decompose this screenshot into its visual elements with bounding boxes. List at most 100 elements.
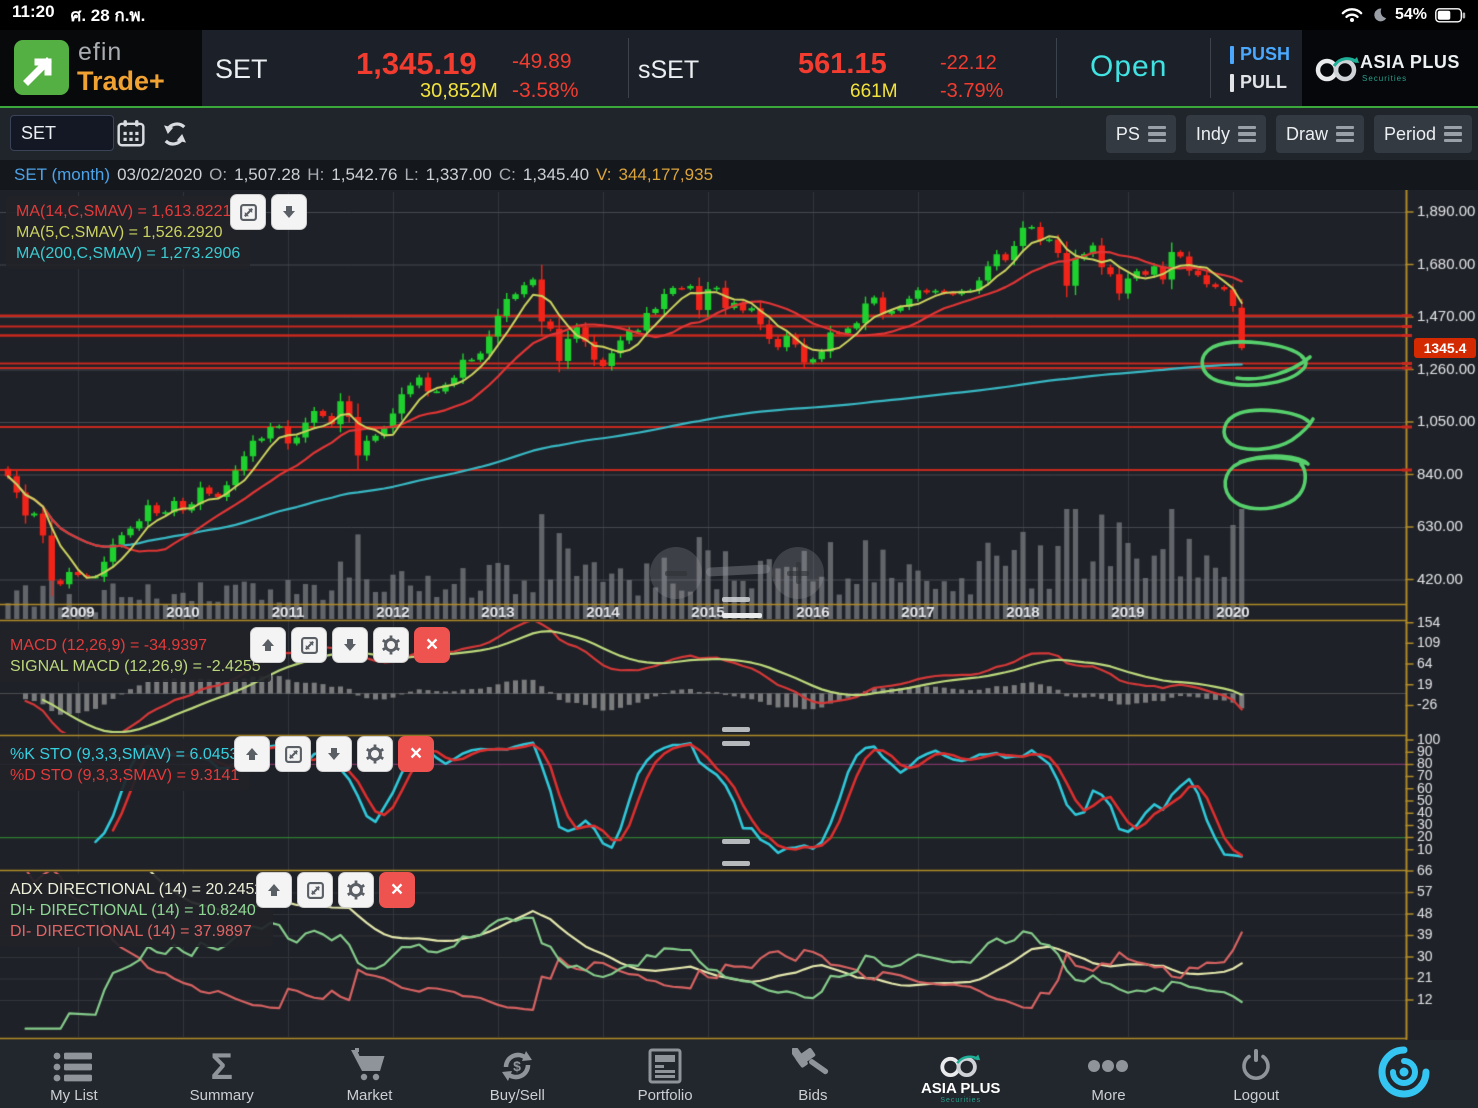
close-panel-button[interactable]: × [379, 872, 415, 908]
nav-logout[interactable]: Logout [1182, 1040, 1330, 1108]
move-panel-up-button[interactable] [256, 872, 292, 908]
nav-label: ASIA PLUS [920, 1080, 1001, 1097]
settings-button[interactable] [338, 872, 374, 908]
move-panel-down-button[interactable] [332, 627, 368, 663]
battery-percent: 54% [1394, 6, 1427, 23]
low-label: L: [404, 165, 419, 184]
adx-value-label: ADX DIRECTIONAL (14) = 20.2452 [10, 881, 264, 898]
di-minus-label: DI- DIRECTIONAL (14) = 37.9897 [10, 923, 252, 940]
settings-button[interactable] [357, 736, 393, 772]
indy-label: Indy [1195, 123, 1230, 144]
expand-panel-button[interactable] [291, 627, 327, 663]
panel-resize-handle[interactable] [722, 613, 762, 618]
expand-panel-button[interactable] [275, 736, 311, 772]
panel-resize-handle[interactable] [722, 861, 750, 866]
divider [628, 38, 629, 98]
zoom-in-button[interactable] [772, 547, 824, 599]
sto-d-label: %D STO (9,3,3,SMAV) = 9.3141 [10, 767, 240, 784]
panel-resize-handle[interactable] [722, 727, 750, 732]
efin-swirl-icon [1378, 1046, 1430, 1098]
nav-label: More [1091, 1087, 1126, 1104]
arrow-up-icon [268, 884, 280, 896]
period-menu-button[interactable]: Period [1373, 115, 1472, 153]
menu-icon [1444, 125, 1462, 143]
calendar-button[interactable] [112, 115, 150, 153]
arrow-up-icon [262, 639, 274, 651]
nav-sublabel: Securities [940, 1097, 982, 1104]
sigma-icon: Σ [210, 1046, 233, 1087]
close-value: 1,345.40 [522, 165, 590, 184]
nav-label: Market [346, 1087, 393, 1104]
nav-label: Bids [798, 1087, 828, 1104]
efin-arrow-icon [14, 40, 69, 95]
asia-plus-logo: ASIA PLUS Securities [1302, 30, 1478, 106]
pull-button[interactable]: PULL [1230, 72, 1287, 93]
expand-panel-button[interactable] [297, 872, 333, 908]
move-panel-down-button[interactable] [316, 736, 352, 772]
more-dots-icon [1088, 1060, 1129, 1072]
symbol-input[interactable]: SET [10, 115, 114, 151]
settings-button[interactable] [373, 627, 409, 663]
set-value: 30,852M [420, 80, 498, 102]
app-header: efin Trade+ SET 1,345.19 -49.89 30,852M … [0, 30, 1478, 106]
ps-menu-button[interactable]: PS [1105, 115, 1176, 153]
arrow-down-icon [283, 206, 295, 218]
push-label: PUSH [1240, 44, 1291, 64]
nav-portfolio[interactable]: Portfolio [591, 1040, 739, 1108]
zoom-out-button[interactable] [650, 547, 702, 599]
adx-label-block: ADX DIRECTIONAL (14) = 20.2452 DI+ DIREC… [0, 874, 274, 947]
period-label: Period [1383, 123, 1436, 144]
market-status: Open [1090, 50, 1168, 83]
nav-summary[interactable]: Σ Summary [148, 1040, 296, 1108]
gear-icon [347, 880, 365, 900]
refresh-icon [164, 122, 186, 146]
ma200-label: MA(200,C,SMAV) = 1,273.2906 [16, 245, 241, 262]
pull-label: PULL [1240, 72, 1287, 92]
nav-label: Logout [1233, 1087, 1280, 1104]
gear-icon [382, 635, 400, 655]
panel-resize-handle[interactable] [722, 741, 750, 746]
draw-menu-button[interactable]: Draw [1275, 115, 1364, 153]
nav-label: Buy/Sell [489, 1087, 545, 1104]
buy-sell-icon: $ [502, 1051, 533, 1081]
macd-panel-buttons: × [250, 627, 450, 663]
panel-resize-handle[interactable] [722, 839, 750, 844]
ps-label: PS [1115, 123, 1140, 144]
wifi-icon [1341, 7, 1363, 23]
indy-menu-button[interactable]: Indy [1185, 115, 1266, 153]
move-panel-up-button[interactable] [250, 627, 286, 663]
menu-icon [1147, 125, 1166, 143]
refresh-button[interactable] [156, 115, 194, 153]
push-bar-icon [1230, 45, 1234, 64]
nav-label: Summary [189, 1087, 254, 1104]
nav-label: My List [50, 1087, 98, 1104]
gear-icon [366, 744, 384, 764]
push-button[interactable]: PUSH [1230, 44, 1290, 65]
moon-icon [1371, 7, 1387, 23]
expand-panel-button[interactable] [230, 194, 266, 230]
nav-asia-plus[interactable]: ASIA PLUS Securities [887, 1040, 1035, 1108]
panel-resize-handle[interactable] [722, 597, 750, 602]
chart-tool-button[interactable] [1330, 1040, 1478, 1108]
low-value: 1,337.00 [425, 165, 492, 184]
efin-wordmark: efin [78, 38, 123, 66]
nav-label: Portfolio [637, 1087, 693, 1104]
nav-buy-sell[interactable]: $ Buy/Sell [443, 1040, 591, 1108]
macd-value-label: MACD (12,26,9) = -34.9397 [10, 637, 207, 654]
chart-symbol: SET (month) [14, 165, 111, 184]
nav-more[interactable]: More [1035, 1040, 1183, 1108]
clock: 11:20 [12, 1, 55, 21]
high-value: 1,542.76 [331, 165, 398, 184]
nav-my-list[interactable]: My List [0, 1040, 148, 1108]
header-accent-rule [0, 106, 1478, 108]
nav-market[interactable]: Market [296, 1040, 444, 1108]
high-label: H: [307, 165, 325, 184]
move-panel-down-button[interactable] [271, 194, 307, 230]
set-symbol: SET [215, 54, 268, 84]
close-panel-button[interactable]: × [398, 736, 434, 772]
expand-icon [239, 203, 257, 221]
nav-bids[interactable]: Bids [739, 1040, 887, 1108]
move-panel-up-button[interactable] [234, 736, 270, 772]
draw-label: Draw [1285, 123, 1328, 144]
close-panel-button[interactable]: × [414, 627, 450, 663]
